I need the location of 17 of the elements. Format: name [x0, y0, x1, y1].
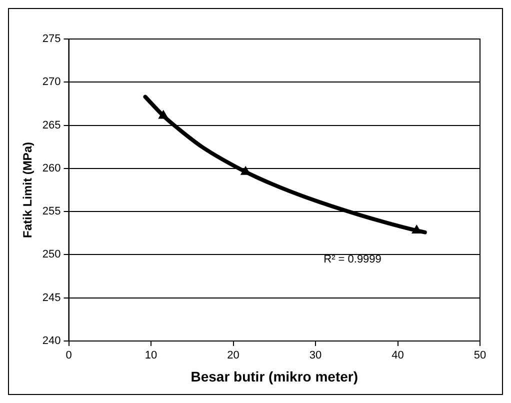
x-axis-title: Besar butir (mikro meter)	[190, 368, 358, 384]
x-tick-label: 10	[144, 350, 158, 362]
annotation: R² = 0.9999	[324, 253, 382, 266]
y-axis-title: Fatik Limit (MPa)	[20, 142, 35, 238]
y-tick-label: 265	[42, 119, 61, 132]
y-tick-label: 240	[42, 335, 61, 348]
y-tick-label: 255	[42, 206, 61, 218]
x-tick-label: 40	[392, 350, 404, 362]
y-tick-label: 275	[42, 33, 61, 46]
x-tick-label: 30	[309, 350, 322, 362]
x-tick-label: 50	[474, 350, 486, 362]
x-tick-label: 20	[227, 350, 240, 362]
y-tick-label: 250	[42, 248, 61, 261]
x-tick-label: 0	[66, 350, 72, 362]
y-tick-label: 245	[42, 292, 61, 304]
y-tick-label: 270	[42, 76, 61, 88]
y-tick-label: 260	[42, 162, 61, 174]
